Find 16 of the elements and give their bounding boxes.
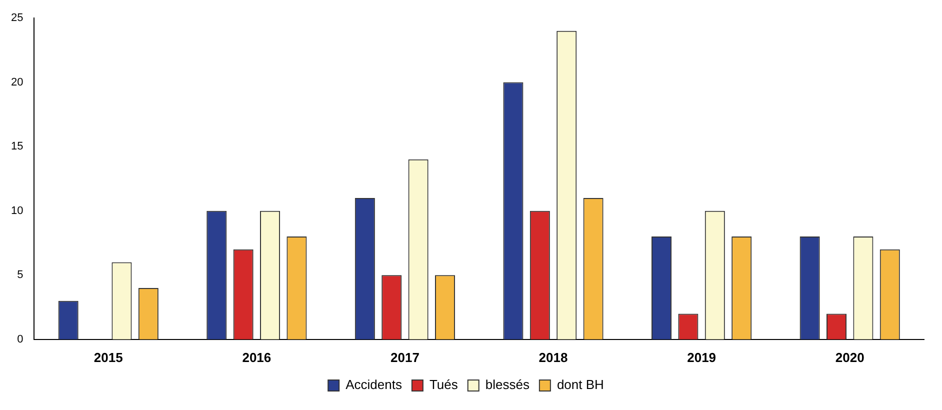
legend-label: blessés	[485, 377, 530, 392]
x-tick-label: 2016	[242, 350, 272, 365]
x-tick-label: 2019	[687, 350, 716, 365]
y-tick-label: 15	[10, 140, 24, 153]
x-tick-label: 2017	[390, 350, 420, 365]
x-tick-label: 2015	[94, 350, 123, 365]
x-tick-label: 2020	[835, 350, 864, 365]
legend-label: Accidents	[346, 377, 402, 392]
y-tick-label: 20	[10, 76, 24, 88]
x-tick-label: 2018	[538, 350, 568, 365]
y-tick-label: 25	[10, 12, 24, 24]
legend-label: dont BH	[556, 377, 604, 392]
y-tick-label: 5	[17, 269, 24, 282]
y-tick-label: 10	[10, 204, 24, 217]
y-tick-label: 0	[17, 333, 24, 346]
legend-label: Tués	[429, 377, 458, 392]
